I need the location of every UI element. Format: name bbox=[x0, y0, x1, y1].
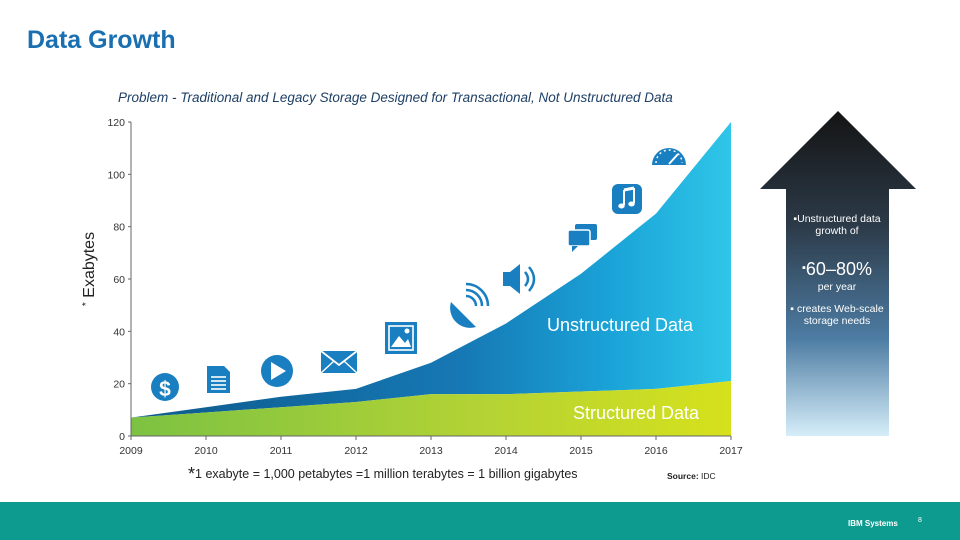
footnote-star: * bbox=[188, 464, 196, 484]
x-tick-label: 2013 bbox=[419, 445, 443, 457]
source-value: IDC bbox=[701, 471, 716, 481]
arrow-growth-text: Unstructured data growth of bbox=[797, 213, 881, 237]
y-tick-label: 60 bbox=[113, 274, 125, 286]
x-tick-label: 2017 bbox=[719, 445, 743, 457]
picture-icon bbox=[385, 322, 417, 354]
arrow-text-percent: ▪60–80% bbox=[786, 257, 888, 280]
envelope-icon bbox=[320, 350, 358, 374]
x-tick-label: 2016 bbox=[644, 445, 668, 457]
y-axis-label: * Exabytes bbox=[81, 232, 99, 306]
footer-bar bbox=[0, 502, 960, 540]
arrow-creates-text: creates Web-scale storage needs bbox=[796, 303, 884, 327]
y-tick-label: 100 bbox=[107, 169, 125, 181]
y-axis-ticks: 0 20 40 60 80 100 120 bbox=[107, 117, 131, 443]
y-tick-label: 40 bbox=[113, 326, 125, 338]
document-icon bbox=[207, 366, 230, 393]
structured-data-area bbox=[131, 381, 731, 436]
y-tick-label: 120 bbox=[107, 117, 125, 129]
footnote: *1 exabyte = 1,000 petabytes =1 million … bbox=[188, 464, 578, 485]
x-tick-label: 2009 bbox=[119, 445, 143, 457]
x-tick-label: 2014 bbox=[494, 445, 518, 457]
unstructured-data-area bbox=[131, 122, 731, 418]
page-number: 8 bbox=[918, 517, 922, 524]
structured-data-label: Structured Data bbox=[573, 403, 700, 423]
source-label: Source: bbox=[667, 471, 699, 481]
arrow-percent-text: 60–80% bbox=[805, 259, 872, 279]
music-note-icon bbox=[612, 184, 642, 214]
chart-title: Problem - Traditional and Legacy Storage… bbox=[118, 90, 673, 105]
bullet-1: ▪ bbox=[793, 213, 798, 225]
svg-text:$: $ bbox=[159, 378, 171, 401]
y-axis-label-star: * bbox=[81, 302, 92, 307]
page-title: Data Growth bbox=[27, 26, 176, 54]
bullet-3: ▪ bbox=[790, 303, 795, 315]
satellite-dish-icon bbox=[450, 282, 490, 328]
chat-icon bbox=[567, 224, 597, 252]
speedometer-icon bbox=[652, 148, 686, 165]
x-axis-ticks: 2009 2010 2011 2012 2013 2014 2015 2016 2017 bbox=[119, 436, 743, 457]
x-tick-label: 2011 bbox=[270, 445, 293, 457]
arrow-text-growth: ▪Unstructured data growth of bbox=[786, 213, 888, 237]
dollar-icon: $ bbox=[151, 373, 179, 401]
speaker-icon bbox=[503, 264, 536, 294]
footnote-text: 1 exabyte = 1,000 petabytes =1 million t… bbox=[195, 467, 578, 481]
footer-brand: IBM Systems bbox=[848, 519, 898, 528]
arrow-text-per-year: per year bbox=[817, 281, 857, 293]
x-tick-label: 2012 bbox=[344, 445, 368, 457]
growth-arrow bbox=[760, 111, 916, 436]
bullet-2: ▪ bbox=[802, 262, 806, 274]
play-icon bbox=[261, 355, 293, 387]
y-axis-label-wrap: * Exabytes bbox=[70, 224, 110, 314]
unstructured-data-label: Unstructured Data bbox=[547, 315, 694, 335]
y-tick-label: 80 bbox=[113, 222, 125, 234]
x-tick-label: 2010 bbox=[194, 445, 218, 457]
y-tick-label: 0 bbox=[119, 431, 125, 443]
source-note: Source: IDC bbox=[667, 471, 716, 481]
y-tick-label: 20 bbox=[113, 379, 125, 391]
y-axis-label-text: Exabytes bbox=[81, 231, 98, 298]
x-tick-label: 2015 bbox=[569, 445, 593, 457]
arrow-text-creates: ▪ creates Web-scale storage needs bbox=[786, 303, 888, 327]
